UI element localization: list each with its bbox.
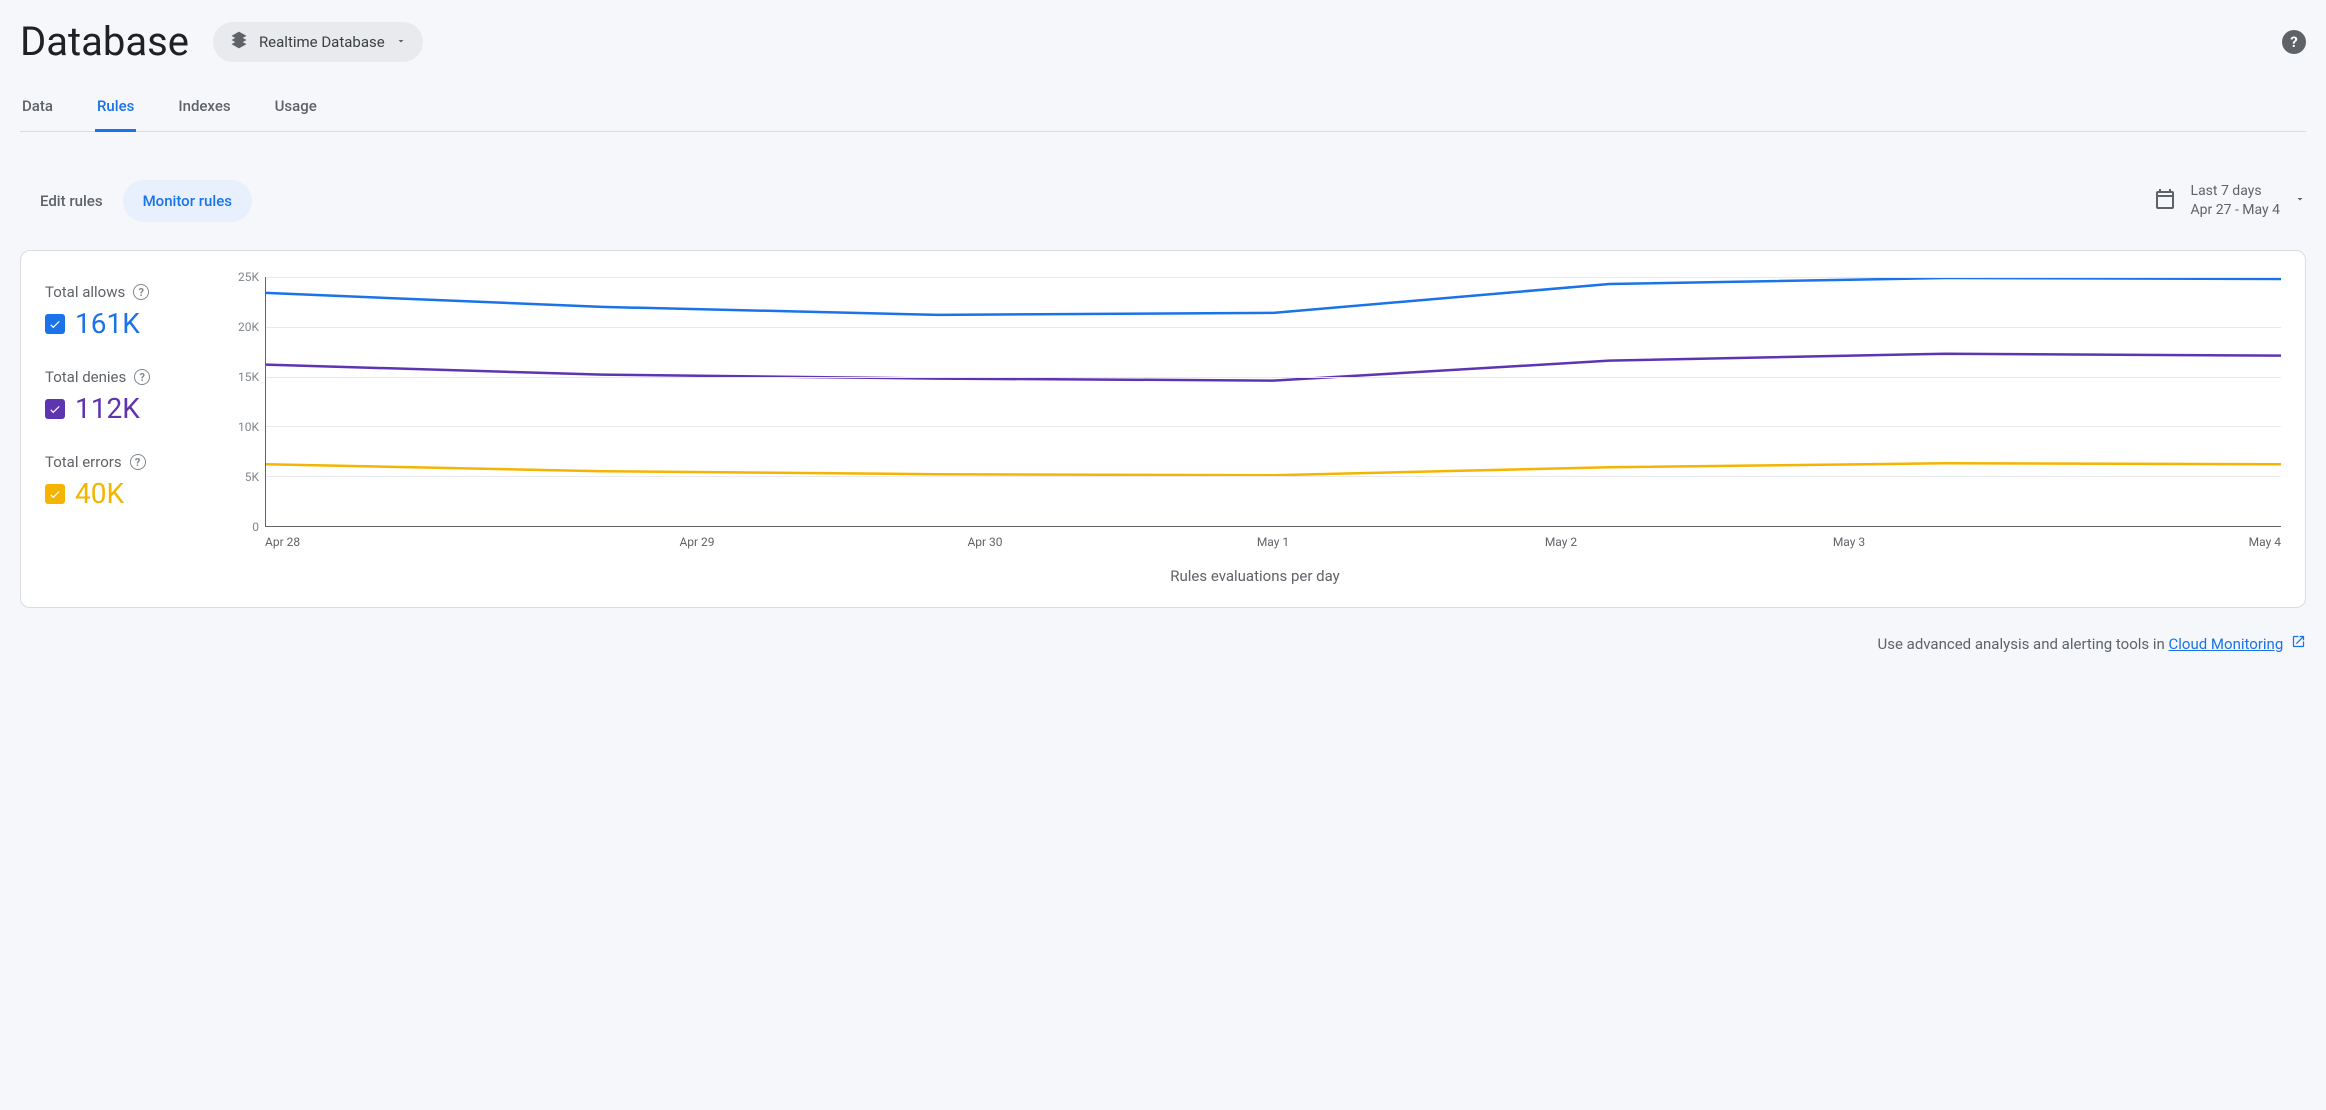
help-icon[interactable]: ?	[130, 454, 146, 470]
series-checkbox[interactable]	[45, 399, 65, 419]
x-tick: Apr 29	[553, 535, 841, 549]
metric-value: 112K	[75, 392, 140, 425]
x-tick: Apr 30	[841, 535, 1129, 549]
metric-total-allows: Total allows? 161K	[45, 283, 205, 340]
date-range-picker[interactable]: Last 7 days Apr 27 - May 4	[2153, 182, 2306, 220]
tab-usage[interactable]: Usage	[273, 93, 319, 132]
tab-indexes[interactable]: Indexes	[176, 93, 232, 132]
x-tick: May 2	[1417, 535, 1705, 549]
chart-x-axis-label: Rules evaluations per day	[229, 567, 2281, 585]
database-selector-label: Realtime Database	[259, 33, 385, 51]
date-range-value: Apr 27 - May 4	[2191, 201, 2280, 220]
metric-value: 161K	[75, 307, 140, 340]
x-tick: May 4	[1993, 535, 2281, 549]
metric-total-errors: Total errors? 40K	[45, 453, 205, 510]
cloud-monitoring-link[interactable]: Cloud Monitoring	[2169, 635, 2284, 653]
external-link-icon	[2291, 635, 2306, 653]
date-range-label: Last 7 days	[2191, 182, 2280, 201]
x-tick: May 1	[1129, 535, 1417, 549]
metric-label: Total errors?	[45, 453, 205, 471]
x-tick: Apr 28	[265, 535, 553, 549]
help-icon[interactable]: ?	[2282, 30, 2306, 54]
realtime-db-icon	[229, 30, 249, 54]
tab-data[interactable]: Data	[20, 93, 55, 132]
series-checkbox[interactable]	[45, 314, 65, 334]
y-tick: 25K	[238, 270, 259, 284]
help-icon[interactable]: ?	[133, 284, 149, 300]
database-selector[interactable]: Realtime Database	[213, 22, 423, 62]
main-tabs: Data Rules Indexes Usage	[20, 93, 2306, 132]
tab-rules[interactable]: Rules	[95, 93, 136, 132]
y-tick: 10K	[238, 420, 259, 434]
metric-value: 40K	[75, 477, 124, 510]
metric-total-denies: Total denies? 112K	[45, 368, 205, 425]
y-tick: 5K	[245, 470, 259, 484]
y-tick: 20K	[238, 320, 259, 334]
calendar-icon	[2153, 187, 2177, 215]
metric-label: Total allows?	[45, 283, 205, 301]
help-icon[interactable]: ?	[134, 369, 150, 385]
series-errors	[266, 463, 2281, 475]
footer-text: Use advanced analysis and alerting tools…	[1878, 635, 2169, 653]
chevron-down-icon	[395, 33, 407, 51]
chart-svg	[266, 277, 2281, 526]
metric-label: Total denies?	[45, 368, 205, 386]
y-tick: 15K	[238, 370, 259, 384]
edit-rules-tab[interactable]: Edit rules	[20, 180, 123, 222]
monitor-rules-tab[interactable]: Monitor rules	[123, 180, 252, 222]
page-title: Database	[20, 18, 189, 65]
chevron-down-icon	[2294, 193, 2306, 209]
y-tick: 0	[252, 520, 259, 534]
series-checkbox[interactable]	[45, 484, 65, 504]
series-allows	[266, 278, 2281, 315]
chart-card: Total allows?161KTotal denies?112KTotal …	[20, 250, 2306, 608]
x-tick: May 3	[1705, 535, 1993, 549]
